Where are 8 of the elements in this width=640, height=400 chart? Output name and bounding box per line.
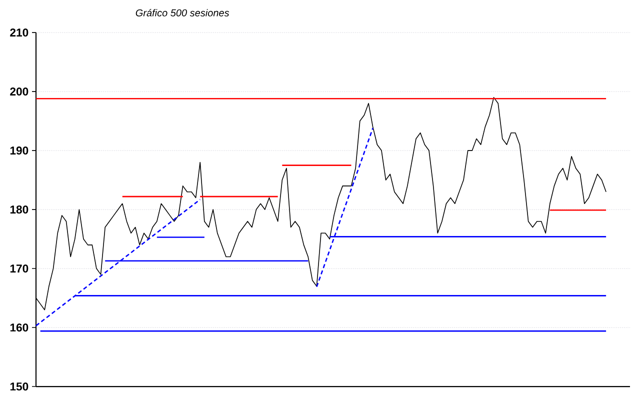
y-tick-label: 150 [10,382,28,391]
y-tick-label: 190 [10,146,28,155]
y-tick-label: 160 [10,324,28,332]
chart-subtitle: Gráfico 500 sesiones [136,9,230,17]
y-tick-label: 210 [10,28,28,37]
y-tick-label: 180 [10,206,28,214]
y-tick-label: 170 [10,264,28,273]
y-tick-label: 200 [10,88,28,96]
